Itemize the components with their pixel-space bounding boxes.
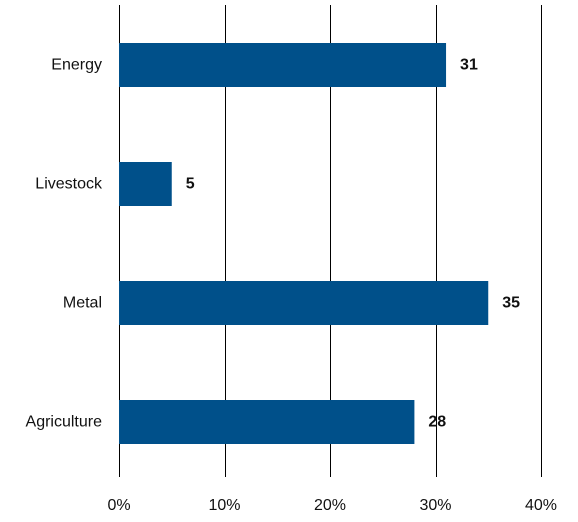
bar-agriculture [119, 400, 415, 444]
data-label-metal: 35 [502, 295, 520, 312]
category-label-agriculture: Agriculture [26, 414, 103, 431]
bar-livestock [119, 162, 172, 206]
x-tick-label-20: 20% [314, 497, 346, 514]
x-tick-label-10: 10% [208, 497, 240, 514]
category-label-energy: Energy [51, 57, 102, 74]
data-label-livestock: 5 [186, 176, 195, 193]
data-label-energy: 31 [460, 57, 478, 74]
bars [119, 43, 489, 444]
category-label-livestock: Livestock [35, 176, 103, 193]
x-tick-label-40: 40% [525, 497, 557, 514]
x-tick-labels: 0% 10% 20% 30% 40% [107, 497, 557, 514]
category-labels: Energy Livestock Metal Agriculture [26, 57, 103, 431]
bar-energy [119, 43, 447, 87]
x-tick-label-0: 0% [107, 497, 130, 514]
x-tick-label-30: 30% [419, 497, 451, 514]
bar-metal [119, 281, 489, 325]
category-label-metal: Metal [63, 295, 102, 312]
data-label-agriculture: 28 [428, 414, 446, 431]
data-labels: 31 5 35 28 [186, 57, 520, 431]
